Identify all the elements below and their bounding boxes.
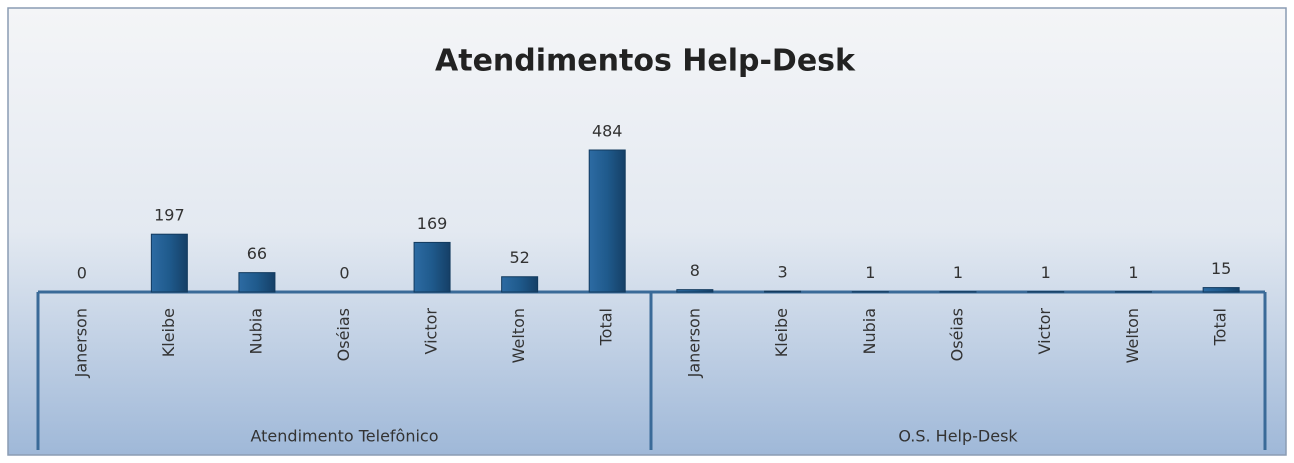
bar	[588, 149, 626, 293]
bar	[238, 272, 276, 293]
chart-frame	[7, 7, 1287, 456]
data-label: 66	[247, 244, 267, 263]
chart-title: Atendimentos Help-Desk	[435, 44, 856, 79]
data-label: 15	[1211, 259, 1231, 278]
x-tick-label: Janerson	[684, 308, 703, 378]
data-label: 3	[777, 263, 787, 282]
data-label: 1	[953, 263, 963, 282]
data-label: 169	[417, 214, 448, 233]
bar	[501, 276, 539, 293]
x-tick-label: Kleibe	[772, 308, 791, 357]
x-tick-label: Total	[1211, 308, 1230, 346]
x-tick-label: Oséias	[334, 308, 353, 361]
bar	[676, 289, 714, 293]
data-label: 1	[1128, 263, 1138, 282]
x-tick-label: Janerson	[71, 308, 90, 378]
data-label: 52	[509, 248, 529, 267]
data-label: 8	[690, 261, 700, 280]
data-label: 0	[77, 264, 87, 283]
x-tick-label: Nubia	[860, 308, 879, 355]
data-label: 0	[339, 264, 349, 283]
x-tick-label: Oséias	[948, 308, 967, 361]
x-tick-label: Welton	[1123, 308, 1142, 363]
group-label: O.S. Help-Desk	[898, 427, 1018, 446]
group-label: Atendimento Telefônico	[250, 427, 438, 446]
x-tick-label: Nubia	[246, 308, 265, 355]
bar	[413, 241, 451, 293]
x-tick-label: Victor	[422, 308, 441, 355]
bar	[764, 290, 802, 293]
x-tick-label: Kleibe	[159, 308, 178, 357]
bar	[1202, 287, 1240, 293]
x-tick-label: Welton	[509, 308, 528, 363]
bar	[150, 233, 188, 293]
data-label: 484	[592, 122, 623, 141]
data-label: 197	[154, 206, 185, 225]
data-label: 1	[1041, 263, 1051, 282]
x-tick-label: Total	[597, 308, 616, 346]
x-tick-label: Victor	[1035, 308, 1054, 355]
data-label: 1	[865, 263, 875, 282]
